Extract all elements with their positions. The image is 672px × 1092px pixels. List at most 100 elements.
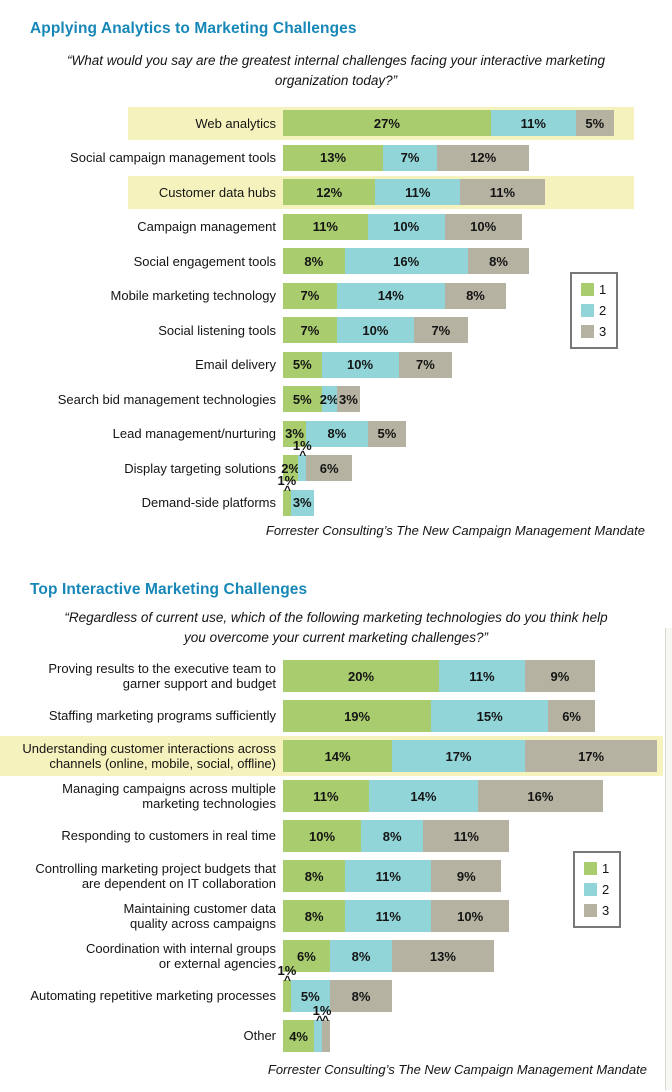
segment-value-label: 14%	[377, 288, 404, 304]
stacked-bar: 7% 14% 8%	[283, 282, 507, 309]
segment-value-label: 15%	[476, 708, 503, 724]
stacked-bar: 19% 15% 6%	[283, 700, 595, 732]
callout-value: 1%	[292, 438, 312, 453]
legend-swatch-icon	[584, 862, 597, 875]
bar-segment-series-3: 10%	[431, 900, 510, 932]
stacked-bar: 10% 8% 11%	[283, 820, 510, 852]
row-label: Lead management/nurturing	[112, 426, 276, 442]
bar-rows: Proving results to the executive team to…	[0, 656, 672, 1056]
chart-subtitle: “Regardless of current use, which of the…	[64, 610, 608, 645]
segment-value-label: 3%	[285, 426, 304, 442]
segment-value-label: 13%	[429, 948, 456, 964]
bar-segment-series-2: 16%	[344, 248, 468, 275]
bar-row: Automating repetitive marketing processe…	[0, 964, 672, 1016]
chart-source: Forrester Consulting’s The New Campaign …	[267, 1062, 647, 1077]
row-label: Social campaign management tools	[70, 150, 276, 166]
callout-caret-icon: ^	[299, 448, 306, 462]
bar-segment-series-3: 10%	[444, 213, 522, 240]
callout-caret-icon: ^	[283, 973, 291, 987]
bar-row: Campaign management 11% 10% 10%	[0, 210, 672, 245]
bar-segment-series-3	[321, 1020, 330, 1052]
segment-value-label: 6%	[562, 708, 581, 724]
bar-segment-series-1: 8%	[283, 248, 345, 275]
legend-item-2: 2	[581, 303, 606, 318]
legend-swatch-icon	[581, 304, 594, 317]
row-label: Managing campaigns across multiple marke…	[62, 780, 276, 811]
bar-segment-series-2: 8%	[306, 420, 368, 447]
chart-title: Top Interactive Marketing Challenges	[30, 581, 308, 598]
legend: 1 2 3	[570, 272, 619, 349]
small-segment-callout: 1% ^^	[313, 1004, 332, 1026]
row-label: Maintaining customer data quality across…	[123, 900, 276, 931]
legend-label: 2	[599, 303, 607, 318]
segment-value-label: 14%	[410, 788, 437, 804]
row-label: Social engagement tools	[133, 253, 276, 269]
segment-value-label: 10%	[346, 357, 374, 373]
segment-value-label: 6%	[297, 948, 316, 964]
bar-segment-series-1: 8%	[283, 860, 346, 892]
bar-row: Controlling marketing project budgets th…	[0, 856, 672, 896]
legend-item-3: 3	[584, 903, 609, 918]
stacked-bar: 5% 2% 3%	[283, 386, 360, 413]
bar-row: Proving results to the executive team to…	[0, 656, 672, 696]
legend-label: 1	[599, 282, 607, 297]
segment-value-label: 8%	[351, 988, 371, 1004]
legend: 1 2 3	[573, 851, 622, 928]
small-segment-callout: 1% ^	[292, 438, 312, 462]
stacked-bar: 7% 10% 7%	[283, 317, 468, 344]
segment-value-label: 12%	[470, 150, 497, 166]
bar-segment-series-3: 17%	[524, 740, 658, 772]
segment-value-label: 2%	[281, 460, 301, 476]
segment-value-label: 8%	[304, 868, 324, 884]
segment-value-label: 5%	[292, 357, 312, 373]
stacked-bar: 11% 10% 10%	[283, 213, 522, 240]
segment-value-label: 8%	[304, 253, 324, 269]
bar-segment-series-3: 7%	[413, 317, 468, 344]
bar-row: Managing campaigns across multiple marke…	[0, 776, 672, 816]
stacked-bar: 8% 11% 9%	[283, 860, 502, 892]
bar-row: Display targeting solutions 2% 6% 1% ^	[0, 439, 672, 486]
bar-row: Coordination with internal groups or ext…	[0, 936, 672, 976]
bar-segment-series-2: 8%	[361, 820, 424, 852]
legend-label: 3	[599, 324, 607, 339]
segment-value-label: 8%	[327, 426, 347, 442]
legend-item-1: 1	[584, 861, 609, 876]
segment-value-label: 10%	[470, 219, 497, 235]
stacked-bar: 5% 8%	[283, 980, 393, 1012]
segment-value-label: 8%	[466, 288, 485, 304]
bar-segment-series-1: 10%	[283, 820, 361, 852]
bar-segment-series-1: 7%	[283, 282, 337, 309]
row-label: Demand-side platforms	[141, 495, 276, 511]
legend-swatch-icon	[584, 883, 597, 896]
row-label: Social listening tools	[158, 322, 276, 338]
bar-segment-series-2: 5%	[290, 980, 330, 1012]
segment-value-label: 11%	[312, 219, 338, 235]
bar-segment-series-2: 7%	[383, 144, 437, 171]
bar-segment-series-3: 11%	[423, 820, 510, 852]
segment-value-label: 5%	[585, 115, 605, 131]
stacked-bar: 8% 11% 10%	[283, 900, 510, 932]
chart-applying-analytics: Applying Analytics to Marketing Challeng…	[0, 20, 672, 576]
segment-value-label: 17%	[445, 748, 472, 764]
bar-segment-series-2: 14%	[368, 780, 478, 812]
bar-row: Mobile marketing technology 7% 14% 8%	[0, 279, 672, 314]
row-label: Search bid management technologies	[57, 391, 276, 407]
bar-segment-series-1: 20%	[283, 660, 439, 692]
bar-segment-series-3: 8%	[467, 248, 530, 275]
legend-label: 3	[602, 903, 610, 918]
legend-label: 1	[602, 861, 610, 876]
stacked-bar: 20% 11% 9%	[283, 660, 595, 692]
bar-row: Social campaign management tools 13% 7% 12%	[0, 141, 672, 176]
segment-value-label: 11%	[405, 184, 431, 200]
bar-row: Responding to customers in real time 10% 8…	[0, 816, 672, 856]
bar-row: Customer data hubs 12% 11% 11%	[0, 175, 672, 210]
bar-segment-series-3: 3%	[336, 386, 360, 413]
bar-segment-series-2: 2%	[320, 386, 339, 413]
callout-caret-icon: ^	[283, 482, 291, 497]
bar-segment-series-1: 3%	[283, 420, 307, 447]
bar-segment-series-3: 5%	[367, 420, 407, 447]
segment-value-label: 4%	[289, 1028, 308, 1044]
row-label: Automating repetitive marketing processe…	[30, 988, 276, 1004]
stacked-bar: 12% 11% 11%	[283, 179, 545, 206]
row-label: Web analytics	[195, 115, 276, 131]
